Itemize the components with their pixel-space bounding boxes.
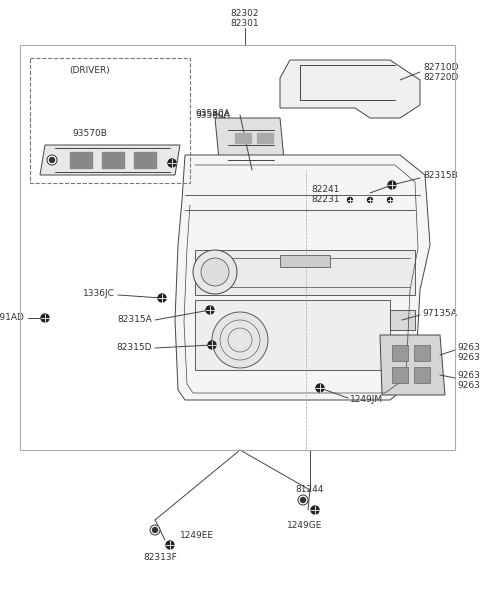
Circle shape [166,541,174,549]
Text: 93580A: 93580A [195,110,230,120]
Circle shape [208,341,216,349]
Text: 93580A: 93580A [195,108,230,117]
Text: 1249EE: 1249EE [180,530,214,539]
Circle shape [201,258,229,286]
Text: 82710D: 82710D [423,64,458,73]
Polygon shape [40,145,180,175]
Circle shape [388,181,396,189]
Bar [257,133,273,143]
Circle shape [158,294,166,302]
Text: 93570B: 93570B [72,129,108,138]
Bar [392,345,408,361]
Circle shape [298,495,308,505]
Text: (DRIVER): (DRIVER) [70,66,110,74]
Bar [30,58,190,183]
Circle shape [41,314,49,322]
Polygon shape [195,250,415,295]
Text: 82231: 82231 [312,194,340,203]
Bar [20,45,455,450]
Text: 82315A: 82315A [117,315,152,324]
Circle shape [206,306,214,314]
Text: 82315B: 82315B [423,170,458,179]
Text: 1249JM: 1249JM [350,396,383,405]
Bar [414,367,430,383]
Polygon shape [175,155,430,400]
Text: 82720D: 82720D [423,73,458,82]
Circle shape [311,506,319,514]
Polygon shape [195,300,390,370]
Bar [392,367,408,383]
Polygon shape [215,118,285,170]
Circle shape [348,197,352,203]
Bar [70,152,92,168]
Text: 97135A: 97135A [422,309,457,318]
Text: 82241: 82241 [312,185,340,194]
Circle shape [153,527,157,532]
Text: 82315D: 82315D [117,343,152,352]
Circle shape [193,250,237,294]
Bar [102,152,124,168]
Text: 92631L: 92631L [457,371,480,380]
Text: 1336JC: 1336JC [83,290,115,299]
Circle shape [316,384,324,392]
Text: 82302: 82302 [231,10,259,18]
Circle shape [150,525,160,535]
Text: 92632R: 92632R [457,353,480,362]
Polygon shape [390,310,415,330]
Polygon shape [280,60,420,118]
Bar [134,152,156,168]
Circle shape [49,157,55,163]
Circle shape [387,197,393,203]
Text: 82313F: 82313F [143,554,177,563]
Circle shape [212,312,268,368]
Circle shape [168,159,176,167]
Text: 1491AD: 1491AD [0,313,25,322]
Text: 92631R: 92631R [457,380,480,390]
Text: 92632L: 92632L [457,343,480,352]
Text: 1249GE: 1249GE [288,520,323,529]
Circle shape [300,498,305,502]
Circle shape [368,197,372,203]
Text: 81244: 81244 [296,486,324,495]
Circle shape [47,155,57,165]
Bar [280,255,330,267]
Polygon shape [380,335,445,395]
Bar [235,133,251,143]
Bar [414,345,430,361]
Text: 82301: 82301 [231,18,259,27]
